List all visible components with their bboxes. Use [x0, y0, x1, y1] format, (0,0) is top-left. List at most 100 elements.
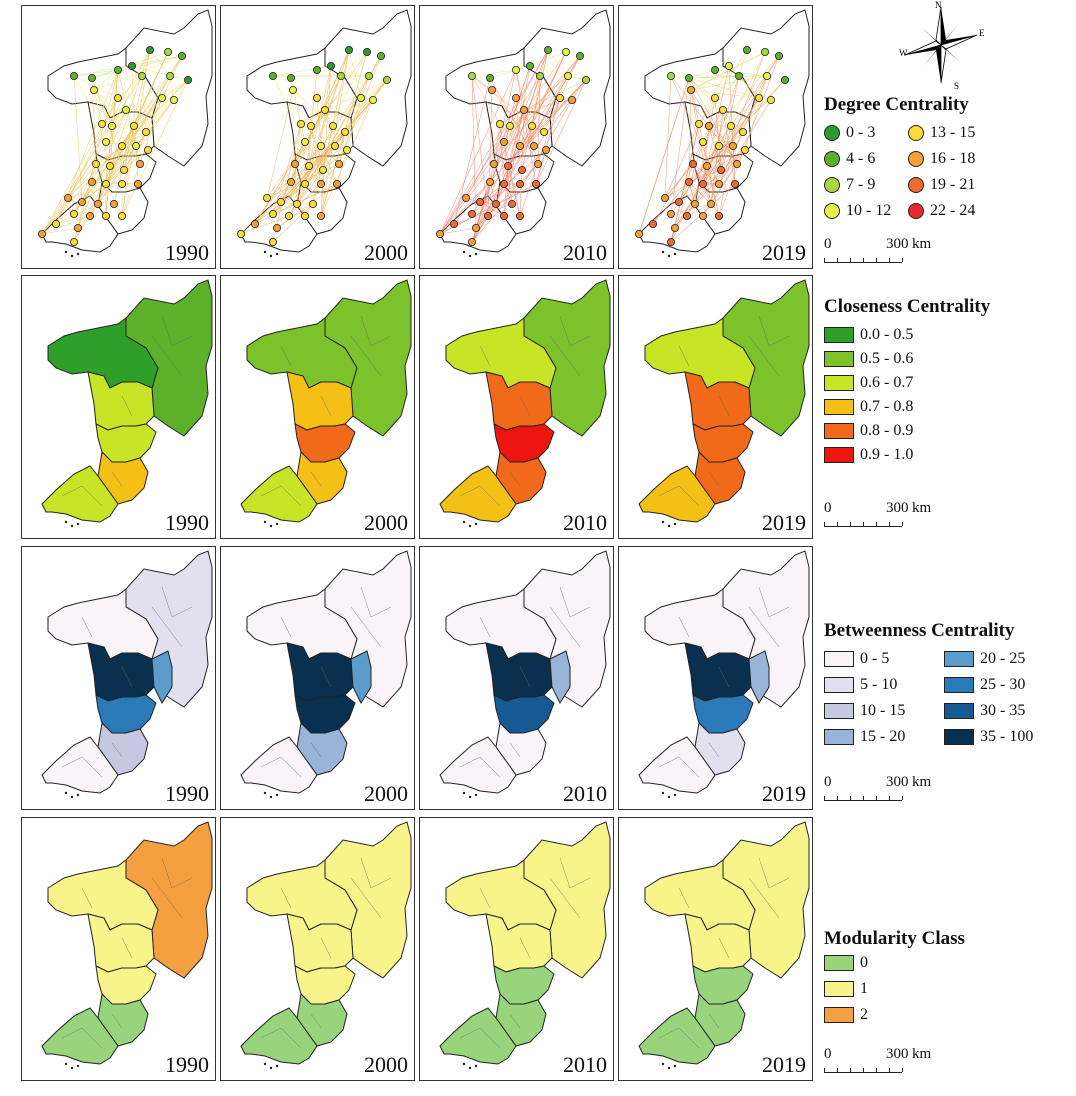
island [64, 520, 68, 524]
network-edge [254, 163, 296, 225]
city-node [500, 137, 509, 146]
scale-ticks [824, 256, 903, 263]
network-edge [471, 181, 491, 243]
degree-legend-item: 7 - 9 [824, 176, 875, 194]
county-line [559, 315, 591, 347]
network-edge [348, 49, 362, 99]
network-edge [718, 79, 786, 147]
modularity-map-1990: 1990 [21, 817, 216, 1081]
compass-e: E [979, 28, 984, 38]
network-edge [131, 65, 135, 127]
city-node [486, 74, 495, 83]
year-label: 2010 [563, 240, 607, 265]
modularity-legend-item: 1 [824, 980, 868, 998]
county-boundaries [260, 586, 392, 778]
network-edge [688, 77, 760, 99]
betweenness-legend-item: 15 - 20 [824, 728, 905, 746]
city-node [496, 120, 505, 129]
city-node [567, 96, 576, 105]
island [474, 1064, 478, 1068]
city-node [528, 122, 537, 131]
city-node [518, 165, 527, 174]
city-node [317, 179, 326, 188]
network-edge [141, 75, 149, 151]
county-line [459, 756, 501, 778]
degree-legend-swatch [824, 177, 840, 193]
network-edge [503, 65, 531, 217]
closeness-legend-item: 0.9 - 1.0 [824, 446, 913, 464]
degree-legend-swatch [824, 203, 840, 219]
scale-bar-2: 0 300 km [824, 500, 934, 530]
network-edge [320, 79, 388, 147]
network-edge [690, 89, 760, 99]
city-node [774, 52, 783, 61]
network-edge [471, 75, 489, 217]
network-edge [161, 79, 189, 99]
island [263, 791, 267, 795]
scale-tick [850, 522, 851, 526]
city-node [376, 52, 385, 61]
county-boundaries [459, 586, 591, 778]
city-node [717, 165, 726, 174]
closeness-legend-swatch [824, 351, 854, 367]
city-node [317, 211, 326, 220]
betweenness-legend-item: 30 - 35 [944, 702, 1025, 720]
county-line [310, 1013, 322, 1029]
network-edge [720, 149, 746, 171]
city-node [725, 62, 734, 71]
network-edge [674, 169, 722, 229]
network-edge [67, 79, 189, 199]
network-edge [738, 75, 760, 99]
city-node [169, 96, 178, 105]
island [275, 252, 279, 256]
county-boundaries [459, 857, 591, 1049]
city-node [337, 72, 346, 81]
county-line [151, 877, 183, 919]
betweenness-legend-swatch [944, 703, 974, 719]
network-edge [652, 145, 720, 225]
closeness-legend-label: 0.5 - 0.6 [860, 350, 914, 367]
island [673, 252, 677, 256]
modularity-legend-swatch [824, 981, 854, 997]
island [462, 1062, 466, 1066]
betweenness-map-2019: 2019 [618, 546, 813, 810]
city-node [506, 122, 515, 131]
scale-tick [863, 258, 864, 262]
county-line [509, 471, 521, 487]
network-edge [507, 79, 587, 167]
county-line [718, 666, 730, 688]
network-edge [73, 55, 183, 215]
county-line [678, 616, 690, 638]
scale-tick [863, 1068, 864, 1072]
scale-tick [837, 522, 838, 526]
city-node [74, 223, 83, 232]
city-node [144, 145, 153, 154]
county-line [151, 335, 183, 377]
network-edge [254, 181, 292, 225]
scale-tick [863, 522, 864, 526]
island [474, 252, 478, 256]
city-node [327, 62, 336, 71]
network-edge [123, 125, 135, 171]
city-node [500, 179, 509, 188]
betweenness-map-2000: 2000 [220, 546, 415, 810]
county-line [111, 471, 123, 487]
network-edge [519, 131, 545, 147]
degree-legend-swatch [908, 177, 924, 193]
network-edge [320, 145, 340, 165]
network-edge [471, 203, 497, 243]
county-line [81, 887, 93, 909]
city-node [90, 86, 99, 95]
city-node [544, 46, 553, 55]
network-edge [507, 165, 521, 217]
county-line [678, 887, 690, 909]
city-node [512, 94, 521, 103]
scale-tick [863, 796, 864, 800]
county-line [549, 877, 581, 919]
network-edge [272, 123, 302, 215]
network-edge [487, 89, 493, 217]
county-line [459, 485, 501, 507]
network-edge [519, 109, 525, 217]
city-node [689, 159, 698, 168]
scale-unit: km [912, 236, 932, 252]
